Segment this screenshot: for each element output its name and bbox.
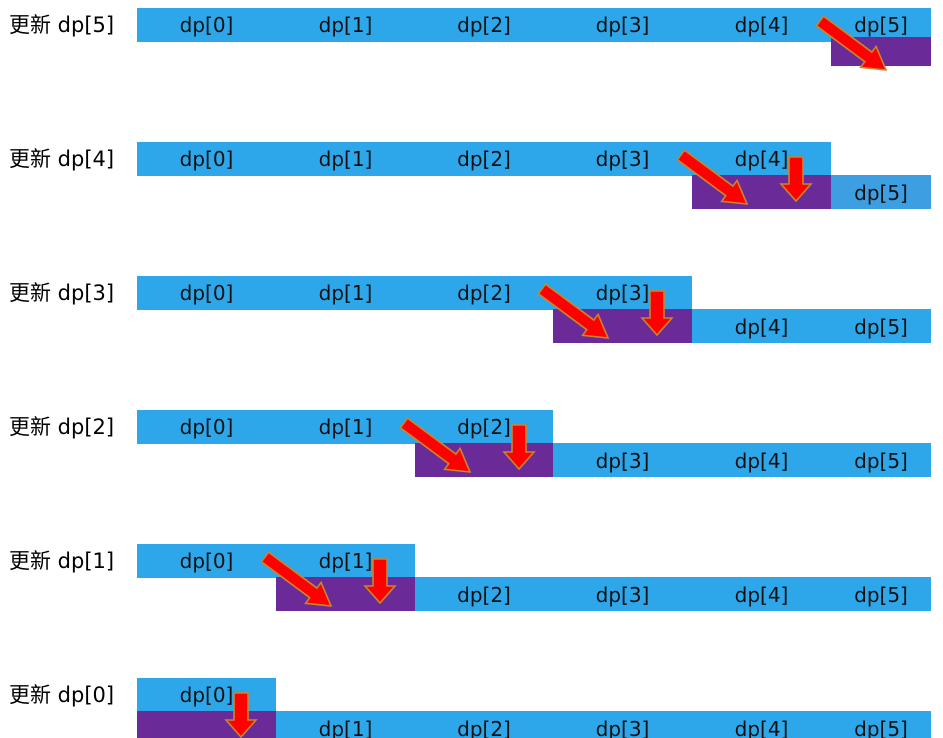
row-label: 更新 dp[4]	[9, 147, 114, 171]
bottom-cell-label: dp[3]	[596, 449, 650, 473]
bottom-cell-label: dp[3]	[596, 717, 650, 738]
top-cell-label: dp[0]	[180, 549, 234, 573]
top-cell-label: dp[1]	[319, 13, 373, 37]
bottom-cell-label: dp[2]	[457, 717, 511, 738]
top-cell-label: dp[1]	[319, 415, 373, 439]
row-label: 更新 dp[0]	[9, 683, 114, 707]
bottom-strip	[831, 175, 931, 209]
top-cell-label: dp[3]	[596, 147, 650, 171]
row-label: 更新 dp[3]	[9, 281, 114, 305]
down-arrow	[779, 156, 813, 203]
top-cell-label: dp[4]	[735, 13, 789, 37]
top-strip	[137, 678, 276, 712]
bottom-cell-label: dp[5]	[854, 181, 908, 205]
top-cell-label: dp[0]	[180, 281, 234, 305]
bottom-cell-label: dp[3]	[596, 583, 650, 607]
bottom-strip	[276, 711, 931, 738]
top-cell-label: dp[4]	[735, 147, 789, 171]
top-strip	[137, 276, 692, 310]
bottom-cell-label: dp[5]	[854, 717, 908, 738]
row-label: 更新 dp[1]	[9, 549, 114, 573]
top-cell-label: dp[1]	[319, 549, 373, 573]
row-label: 更新 dp[5]	[9, 13, 114, 37]
bottom-cell-label: dp[2]	[457, 583, 511, 607]
bottom-cell-label: dp[5]	[854, 449, 908, 473]
top-cell-label: dp[2]	[457, 281, 511, 305]
top-cell-label: dp[3]	[596, 13, 650, 37]
top-cell-label: dp[2]	[457, 147, 511, 171]
top-cell-label: dp[5]	[854, 13, 908, 37]
bottom-cell-label: dp[4]	[735, 583, 789, 607]
down-arrow	[640, 290, 674, 337]
diagonal-arrow	[537, 283, 610, 339]
top-cell-label: dp[2]	[457, 13, 511, 37]
diagonal-arrow	[399, 417, 472, 473]
bottom-cell-label: dp[5]	[854, 583, 908, 607]
diagonal-arrow	[815, 15, 888, 71]
down-arrow	[502, 424, 536, 471]
row-label: 更新 dp[2]	[9, 415, 114, 439]
top-cell-label: dp[0]	[180, 13, 234, 37]
down-arrow	[363, 558, 397, 605]
diagonal-arrow	[676, 149, 749, 205]
updated-cell	[137, 711, 276, 738]
top-cell-label: dp[0]	[180, 415, 234, 439]
bottom-cell-label: dp[4]	[735, 717, 789, 738]
top-cell-label: dp[1]	[319, 281, 373, 305]
top-strip	[137, 8, 931, 42]
diagonal-arrow	[260, 551, 333, 607]
top-cell-label: dp[3]	[596, 281, 650, 305]
bottom-cell-label: dp[4]	[735, 315, 789, 339]
bottom-strip	[553, 443, 931, 477]
top-cell-label: dp[2]	[457, 415, 511, 439]
bottom-strip	[415, 577, 931, 611]
bottom-strip	[692, 309, 931, 343]
top-cell-label: dp[0]	[180, 147, 234, 171]
top-strip	[137, 142, 831, 176]
top-strip	[137, 410, 553, 444]
top-cell-label: dp[0]	[180, 683, 234, 707]
down-arrow	[224, 692, 258, 738]
bottom-cell-label: dp[4]	[735, 449, 789, 473]
bottom-cell-label: dp[1]	[319, 717, 373, 738]
bottom-cell-label: dp[5]	[854, 315, 908, 339]
top-cell-label: dp[1]	[319, 147, 373, 171]
